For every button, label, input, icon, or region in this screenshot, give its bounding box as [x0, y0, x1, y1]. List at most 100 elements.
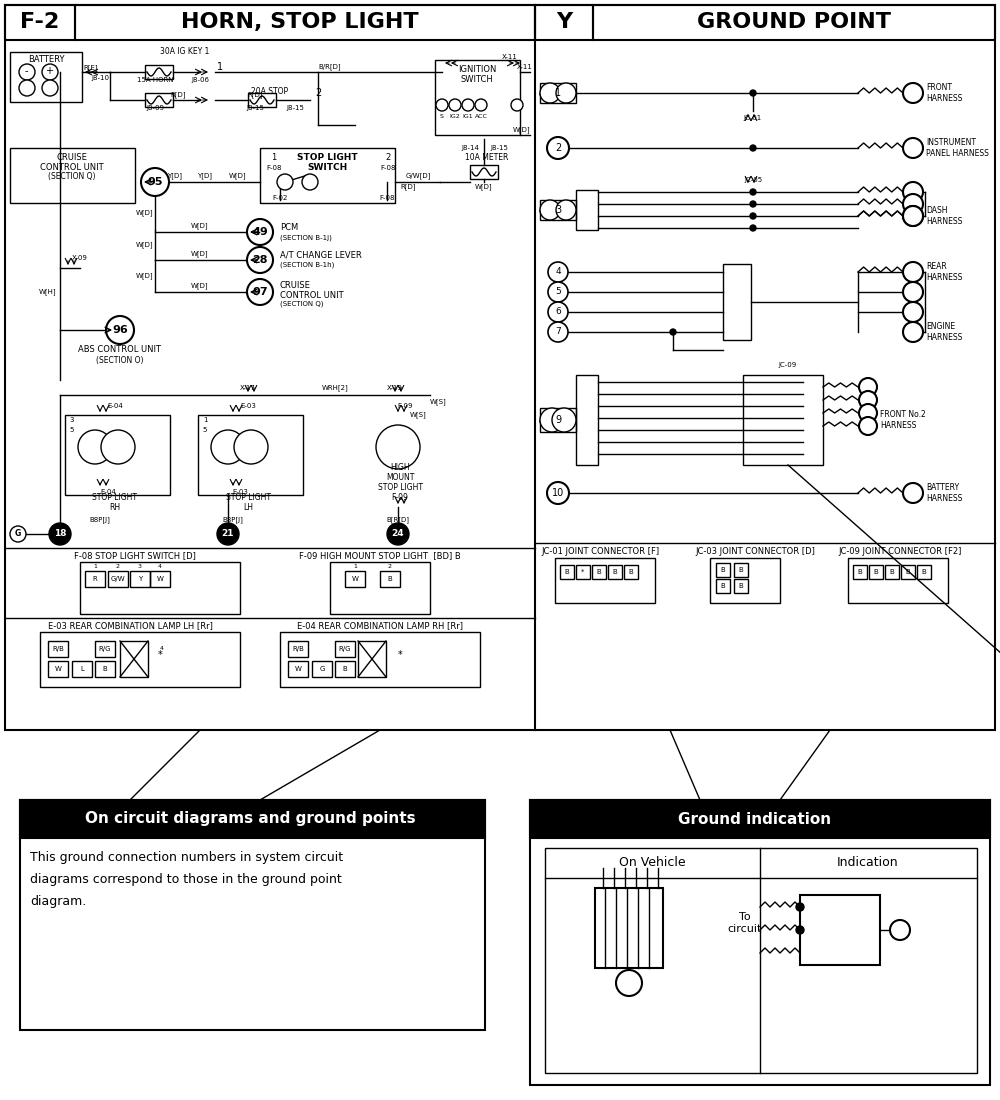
Text: B: B — [388, 576, 392, 582]
Text: E-04: E-04 — [107, 403, 123, 409]
Text: FRONT
HARNESS: FRONT HARNESS — [926, 82, 962, 103]
Bar — [48, 661, 68, 676]
Text: A/T CHANGE LEVER: A/T CHANGE LEVER — [280, 251, 362, 260]
Text: 28: 28 — [252, 255, 268, 265]
Bar — [853, 565, 867, 579]
Bar — [260, 148, 395, 204]
Text: W[D]: W[D] — [475, 184, 493, 190]
Circle shape — [903, 182, 923, 202]
Text: W[D]: W[D] — [191, 283, 209, 289]
Text: W: W — [55, 666, 61, 672]
Text: 97: 97 — [252, 287, 268, 297]
Text: CRUISE: CRUISE — [57, 153, 87, 162]
Text: B: B — [343, 666, 347, 672]
Text: G: G — [319, 666, 325, 672]
Text: E-04: E-04 — [100, 490, 116, 495]
Circle shape — [10, 526, 26, 542]
Text: CRUISE: CRUISE — [280, 282, 311, 290]
Bar — [540, 82, 576, 103]
Text: X-11: X-11 — [517, 64, 533, 70]
Circle shape — [462, 99, 474, 111]
Text: W[D]: W[D] — [191, 222, 209, 230]
Text: diagram.: diagram. — [30, 895, 86, 909]
Bar — [95, 661, 115, 676]
Text: This ground connection numbers in system circuit: This ground connection numbers in system… — [30, 851, 343, 865]
Circle shape — [750, 189, 756, 195]
Bar — [335, 661, 355, 676]
Circle shape — [211, 430, 245, 464]
Text: 6: 6 — [555, 308, 561, 317]
Bar — [150, 571, 170, 587]
Text: B: B — [613, 569, 617, 575]
Text: INSTRUMENT
PANEL HARNESS: INSTRUMENT PANEL HARNESS — [926, 138, 989, 158]
Text: CONTROL UNIT: CONTROL UNIT — [280, 290, 344, 299]
Text: Y: Y — [138, 576, 142, 582]
Circle shape — [859, 404, 877, 422]
Text: 1: 1 — [555, 88, 561, 98]
Text: IG1: IG1 — [463, 114, 473, 120]
Text: L: L — [80, 666, 84, 672]
Text: 1: 1 — [203, 417, 207, 424]
Text: Y: Y — [556, 12, 572, 32]
Text: WRH[2]: WRH[2] — [322, 385, 348, 392]
Text: F-09: F-09 — [397, 403, 413, 409]
Bar — [145, 65, 173, 79]
Circle shape — [903, 194, 923, 214]
Circle shape — [302, 174, 318, 190]
Text: ABS CONTROL UNIT: ABS CONTROL UNIT — [78, 345, 162, 354]
Text: B[R[D]: B[R[D] — [386, 517, 410, 524]
Circle shape — [548, 302, 568, 322]
Text: J8-15: J8-15 — [246, 104, 264, 111]
Text: SWITCH: SWITCH — [461, 76, 493, 85]
Text: W: W — [295, 666, 301, 672]
Bar — [20, 800, 485, 838]
Text: 4: 4 — [555, 267, 561, 276]
Bar — [734, 579, 748, 593]
Bar — [560, 565, 574, 579]
Text: 2: 2 — [315, 88, 321, 98]
Text: W: W — [157, 576, 163, 582]
Text: J8-09: J8-09 — [146, 104, 164, 111]
Bar — [540, 200, 576, 220]
Circle shape — [511, 99, 523, 111]
Bar — [312, 661, 332, 676]
Text: 1: 1 — [353, 563, 357, 569]
Text: HORN, STOP LIGHT: HORN, STOP LIGHT — [181, 12, 419, 32]
Text: JC-01: JC-01 — [744, 116, 762, 121]
Circle shape — [247, 279, 273, 305]
Bar — [885, 565, 899, 579]
Text: W[D]: W[D] — [229, 173, 247, 179]
Bar — [380, 571, 400, 587]
Text: J8-10: J8-10 — [91, 75, 109, 81]
Text: W[D]: W[D] — [191, 251, 209, 257]
Text: 5: 5 — [203, 427, 207, 433]
Bar — [48, 641, 68, 657]
Circle shape — [750, 90, 756, 96]
Text: STOP LIGHT: STOP LIGHT — [92, 494, 138, 503]
Text: B8P[J]: B8P[J] — [90, 517, 110, 524]
Bar — [608, 565, 622, 579]
Circle shape — [903, 302, 923, 322]
Circle shape — [552, 408, 576, 432]
Text: B: B — [922, 569, 926, 575]
Text: W[D]: W[D] — [136, 210, 154, 217]
Bar — [716, 579, 730, 593]
Bar — [535, 6, 593, 40]
Text: B: B — [890, 569, 894, 575]
Bar — [800, 895, 880, 965]
Circle shape — [556, 82, 576, 103]
Bar — [120, 641, 148, 676]
Bar — [248, 94, 276, 107]
Text: (SECTION B-1h): (SECTION B-1h) — [280, 262, 334, 268]
Bar — [108, 571, 128, 587]
Bar — [72, 661, 92, 676]
Text: 24: 24 — [392, 529, 404, 539]
Circle shape — [903, 206, 923, 225]
Text: E-04 REAR COMBINATION LAMP RH [Rr]: E-04 REAR COMBINATION LAMP RH [Rr] — [297, 621, 463, 630]
Text: STOP LIGHT: STOP LIGHT — [297, 153, 357, 162]
Text: B: B — [739, 583, 743, 588]
Text: GROUND POINT: GROUND POINT — [697, 12, 891, 32]
Text: F-09: F-09 — [392, 494, 408, 503]
Bar — [595, 888, 663, 968]
Circle shape — [217, 522, 239, 544]
